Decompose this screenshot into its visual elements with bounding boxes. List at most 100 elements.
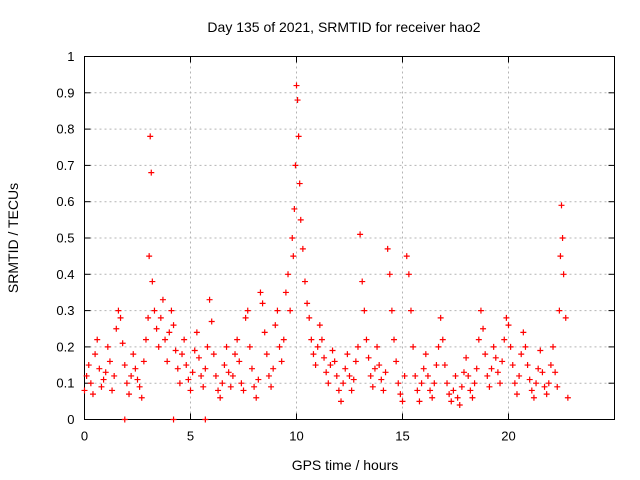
data-point <box>547 362 554 369</box>
data-point <box>533 380 540 387</box>
data-point <box>393 358 400 365</box>
data-point <box>460 369 467 376</box>
data-point <box>81 387 88 394</box>
data-point <box>403 253 410 260</box>
data-point <box>229 372 236 379</box>
data-point <box>327 362 334 369</box>
data-point <box>94 336 101 343</box>
data-point <box>195 354 202 361</box>
data-point <box>518 351 525 358</box>
data-point <box>221 362 228 369</box>
data-point <box>106 358 113 365</box>
data-point <box>204 343 211 350</box>
data-point <box>420 365 427 372</box>
data-point <box>475 336 482 343</box>
data-point <box>363 336 370 343</box>
data-point <box>535 365 542 372</box>
data-point <box>560 271 567 278</box>
data-point <box>484 372 491 379</box>
data-point <box>142 336 149 343</box>
data-point <box>151 307 158 314</box>
data-point <box>554 383 561 390</box>
data-point <box>444 380 451 387</box>
data-point <box>244 307 251 314</box>
data-point <box>473 365 480 372</box>
data-point <box>516 372 523 379</box>
x-tick-label: 0 <box>81 429 88 444</box>
data-point <box>306 314 313 321</box>
data-point <box>191 347 198 354</box>
data-point <box>166 329 173 336</box>
data-point <box>181 336 188 343</box>
data-point <box>176 380 183 387</box>
data-point <box>102 369 109 376</box>
data-point <box>126 391 133 398</box>
data-point <box>117 314 124 321</box>
data-point <box>179 351 186 358</box>
data-point <box>146 253 153 260</box>
data-point <box>113 325 120 332</box>
data-point <box>236 358 243 365</box>
data-point <box>458 383 465 390</box>
data-point <box>354 343 361 350</box>
data-point <box>350 376 357 383</box>
data-point <box>384 245 391 252</box>
data-point <box>446 391 453 398</box>
data-point <box>376 362 383 369</box>
data-point <box>378 376 385 383</box>
data-point <box>187 387 194 394</box>
data-point <box>308 336 315 343</box>
data-point <box>153 325 160 332</box>
data-point <box>325 380 332 387</box>
data-point <box>293 82 300 89</box>
data-point <box>174 365 181 372</box>
data-point <box>558 202 565 209</box>
data-point <box>424 372 431 379</box>
data-point <box>480 325 487 332</box>
data-point <box>399 398 406 405</box>
data-point <box>98 383 105 390</box>
data-point <box>467 387 474 394</box>
data-point <box>494 369 501 376</box>
data-point <box>123 380 130 387</box>
data-point <box>342 365 349 372</box>
data-point <box>427 387 434 394</box>
data-point <box>225 369 232 376</box>
data-point <box>96 365 103 372</box>
data-point <box>422 351 429 358</box>
data-point <box>509 362 516 369</box>
data-point <box>170 322 177 329</box>
data-point <box>391 336 398 343</box>
data-point <box>556 307 563 314</box>
data-point <box>299 245 306 252</box>
data-point <box>499 358 506 365</box>
data-point <box>537 347 544 354</box>
data-point <box>232 351 239 358</box>
axis-ticks: 00.10.20.30.40.50.60.70.80.910 5 10 15 20 <box>56 49 615 444</box>
data-point <box>541 383 548 390</box>
data-point <box>429 394 436 401</box>
data-point <box>329 347 336 354</box>
data-point <box>486 383 493 390</box>
data-point <box>212 372 219 379</box>
data-point <box>219 380 226 387</box>
data-point <box>321 354 328 361</box>
data-point <box>295 133 302 140</box>
data-point <box>242 314 249 321</box>
data-point <box>312 362 319 369</box>
data-point <box>251 383 258 390</box>
data-point <box>557 253 564 260</box>
data-point <box>268 383 275 390</box>
data-point <box>257 289 264 296</box>
data-point <box>365 354 372 361</box>
data-point <box>450 387 457 394</box>
data-point <box>263 351 270 358</box>
data-point <box>511 380 518 387</box>
data-point <box>477 307 484 314</box>
data-point <box>270 365 277 372</box>
data-point <box>223 343 230 350</box>
data-point <box>346 372 353 379</box>
data-point <box>119 340 126 347</box>
data-point <box>297 216 304 223</box>
